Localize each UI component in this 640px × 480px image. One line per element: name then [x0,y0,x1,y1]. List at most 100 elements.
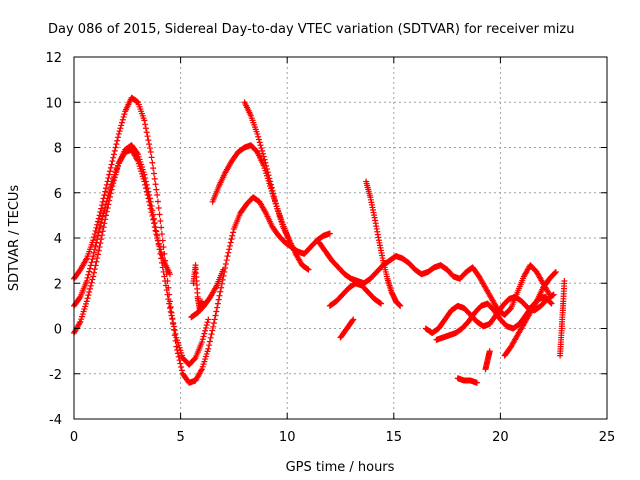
point-1-2-2 [85,292,92,299]
point-0-11-0 [141,117,148,124]
x-tick-label-1: 5 [176,430,184,445]
point-1-2-4 [86,285,93,292]
point-0-5-7 [108,161,115,168]
point-0-7-1 [116,128,123,135]
point-9-2-0 [350,316,357,323]
point-2-5-0 [102,201,109,208]
point-0-22-0 [211,316,218,323]
point-2-0-7 [76,294,83,301]
point-4-4-3 [269,187,276,194]
point-2-12-4 [150,220,157,227]
point-0-13-3 [156,211,163,218]
point-0-11-3 [143,129,150,136]
data-points [71,94,568,386]
point-0-4-2 [98,205,105,212]
point-2-12-7 [153,231,160,238]
point-0-16-7 [178,367,185,374]
point-0-21-4 [208,331,215,338]
point-1-20-7 [204,319,211,326]
chart-title: Day 086 of 2015, Sidereal Day-to-day VTE… [48,22,574,37]
point-0-12-3 [150,165,157,172]
point-1-15-0 [166,305,173,312]
point-0-24-6 [229,232,236,239]
series-track-15 [454,375,480,386]
point-2-5-4 [106,189,113,196]
point-1-20-5 [202,324,209,331]
point-2-12-2 [149,212,156,219]
point-4-4-2 [268,184,275,191]
point-0-13-0 [154,192,161,199]
point-2-12-1 [148,209,155,216]
point-0-21-7 [210,320,217,327]
point-1-14-2 [162,277,169,284]
y-tick-label-4: 4 [54,232,62,247]
point-0-6-6 [114,137,121,144]
point-2-2-0 [83,277,90,284]
point-0-21-2 [206,338,213,345]
series-track-18 [190,262,205,314]
point-0-21-0 [205,345,212,352]
point-4-2-0 [254,130,261,137]
point-2-3-1 [90,249,97,256]
point-0-5-6 [107,164,114,171]
point-0-7-4 [118,119,125,126]
y-tick-label-0: -4 [49,413,62,428]
point-1-2-1 [84,295,91,302]
point-2-11-7 [146,202,153,209]
series-track-3 [71,146,173,309]
series-track-5 [241,99,293,244]
point-2-13-3 [156,243,163,250]
point-0-23-7 [223,257,230,264]
point-0-21-3 [207,334,214,341]
point-0-12-7 [153,186,160,193]
point-0-24-0 [224,253,231,260]
point-2-11-6 [146,198,153,205]
point-1-14-1 [161,273,168,280]
point-0-3-6 [94,218,101,225]
y-tick-label-7: 10 [45,96,62,111]
point-0-3-0 [90,237,97,244]
point-1-2-0 [83,298,90,305]
axis-ticks: 0 5 10 15 20 25 -4 -2 0 2 4 6 8 10 12 [45,51,615,445]
point-2-15-0 [166,271,173,278]
point-0-23-0 [218,284,225,291]
point-0-22-3 [214,304,221,311]
point-0-22-4 [214,300,221,307]
point-2-3-2 [91,246,98,253]
point-0-12-5 [151,175,158,182]
point-1-20-1 [199,336,206,343]
point-2-5-2 [104,195,111,202]
point-1-15-5 [170,323,177,330]
point-1-4-0 [96,244,103,251]
point-1-3-1 [90,269,97,276]
point-0-16-5 [177,360,184,367]
point-0-3-2 [91,231,98,238]
point-0-24-3 [226,242,233,249]
point-0-12-2 [149,159,156,166]
y-tick-label-1: -2 [49,368,62,383]
point-1-14-5 [164,291,171,298]
point-4-4-4 [270,190,277,197]
x-tick-label-4: 20 [492,430,509,445]
point-0-5-4 [106,171,113,178]
y-tick-label-3: 2 [54,277,62,292]
point-1-15-3 [169,316,176,323]
point-0-7-3 [118,122,125,129]
point-0-22-5 [215,296,222,303]
point-0-6-7 [114,134,121,141]
point-0-4-7 [102,188,109,195]
y-tick-label-5: 6 [54,187,62,202]
series-track-17 [557,277,568,359]
point-4-3-7 [266,175,273,182]
series-track-1 [71,94,333,386]
point-16-4-0 [561,277,568,284]
point-0-24-5 [228,236,235,243]
point-0-16-6 [178,363,185,370]
point-13-7-7 [552,269,559,276]
point-2-5-7 [108,181,115,188]
point-2-4-1 [97,222,104,229]
point-0-11-1 [142,121,149,128]
point-2-3-6 [94,232,101,239]
point-1-4-5 [100,224,107,231]
